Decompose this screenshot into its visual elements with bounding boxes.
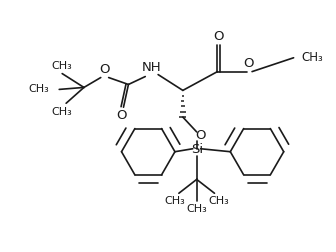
Text: O: O bbox=[196, 129, 206, 142]
Text: CH₃: CH₃ bbox=[186, 204, 207, 214]
Text: O: O bbox=[99, 63, 110, 76]
Text: CH₃: CH₃ bbox=[29, 84, 49, 94]
Text: CH₃: CH₃ bbox=[52, 107, 73, 117]
Text: CH₃: CH₃ bbox=[301, 51, 323, 64]
Text: O: O bbox=[243, 57, 253, 70]
Text: NH: NH bbox=[141, 61, 161, 74]
Text: CH₃: CH₃ bbox=[208, 196, 229, 206]
Text: O: O bbox=[116, 109, 127, 122]
Text: O: O bbox=[213, 30, 224, 44]
Text: CH₃: CH₃ bbox=[52, 61, 73, 71]
Text: CH₃: CH₃ bbox=[165, 196, 185, 206]
Text: Si: Si bbox=[192, 143, 204, 156]
